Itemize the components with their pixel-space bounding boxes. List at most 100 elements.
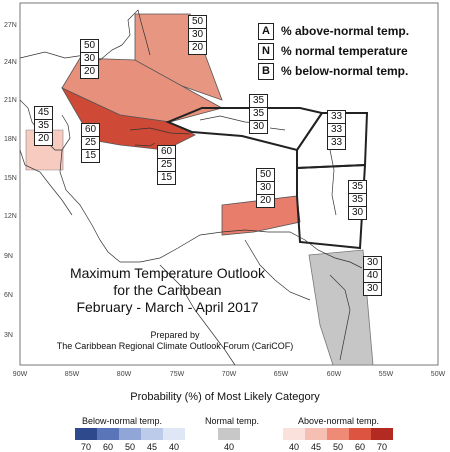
- map-legend: A % above-normal temp. N % normal temper…: [258, 21, 409, 81]
- prob-box-gulf: 50 30 20: [80, 39, 99, 79]
- below-normal-swatch: [97, 428, 119, 440]
- above-normal-value: 50: [332, 442, 343, 452]
- legend-text: % below-normal temp.: [281, 64, 409, 78]
- above-normal-value: 45: [310, 442, 321, 452]
- longitude-tick-label: 50W: [431, 371, 446, 378]
- prob-above: 60: [82, 124, 99, 137]
- longitude-tick-label: 55W: [379, 371, 394, 378]
- prob-normal: 40: [364, 270, 381, 283]
- prob-normal: 35: [250, 108, 267, 121]
- latitude-tick-label: 12N: [4, 213, 17, 220]
- legend-row-above: A % above-normal temp.: [258, 21, 409, 41]
- longitude-tick-label: 80W: [117, 371, 132, 378]
- prob-box-colombia: 50 30 20: [256, 168, 275, 208]
- title-line-1: Maximum Temperature Outlook: [69, 265, 266, 281]
- above-normal-value: 40: [288, 442, 299, 452]
- below-normal-value: 45: [146, 442, 157, 452]
- prob-below: 30: [366, 283, 379, 294]
- colombia-region: [221, 195, 301, 236]
- prob-box-yucatan: 45 35 20: [34, 106, 53, 146]
- guianas-region: [308, 249, 374, 366]
- latitude-tick-label: 6N: [4, 292, 13, 299]
- prob-above: 35: [349, 181, 366, 194]
- latitude-tick-label: 15N: [4, 175, 17, 182]
- legend-row-below: B % below-normal temp.: [258, 61, 409, 81]
- prob-above: 50: [81, 40, 98, 53]
- florida-region: [134, 13, 223, 101]
- longitude-tick-label: 75W: [170, 371, 185, 378]
- legend-row-normal: N % normal temperature: [258, 41, 409, 61]
- prob-normal: 30: [189, 29, 206, 42]
- title-line-3: February - March - April 2017: [76, 299, 259, 315]
- prob-normal: 30: [81, 53, 98, 66]
- prob-normal: 25: [158, 159, 175, 172]
- longitude-tick-label: 90W: [13, 371, 28, 378]
- legend-letter: N: [258, 42, 274, 60]
- above-normal-swatch: [349, 428, 371, 440]
- prepared-line-2: The Caribbean Regional Climate Outlook F…: [56, 341, 294, 351]
- prob-above: 30: [364, 257, 381, 270]
- above-normal-value: 70: [376, 442, 387, 452]
- prob-box-jamaica: 60 25 15: [157, 145, 176, 185]
- prob-above: 50: [189, 16, 206, 29]
- legend-letter: A: [258, 22, 274, 40]
- above-normal-swatch: [283, 428, 305, 440]
- prob-box-hispaniola: 35 35 30: [249, 94, 268, 134]
- prob-box-cuba: 60 25 15: [81, 123, 100, 163]
- prob-above: 60: [158, 146, 175, 159]
- prob-above: 33: [328, 111, 345, 124]
- above-normal-value: 60: [354, 442, 365, 452]
- latitude-tick-label: 9N: [4, 253, 13, 260]
- prob-below: 20: [259, 195, 272, 206]
- below-normal-value: 60: [102, 442, 113, 452]
- prob-below: 30: [351, 207, 364, 218]
- above-normal-swatch: [371, 428, 393, 440]
- below-normal-value: 40: [168, 442, 179, 452]
- windwards-outline: [296, 163, 367, 250]
- prob-below: 15: [84, 150, 97, 161]
- prob-normal: 35: [349, 194, 366, 207]
- title-line-2: for the Caribbean: [113, 282, 222, 298]
- longitude-tick-label: 85W: [65, 371, 80, 378]
- legend-text: % above-normal temp.: [281, 24, 410, 38]
- prob-below: 20: [37, 133, 50, 144]
- prob-box-windwards: 35 35 30: [348, 180, 367, 220]
- below-normal-swatch: [119, 428, 141, 440]
- below-normal-label: Below-normal temp.: [82, 416, 163, 426]
- latitude-tick-label: 3N: [4, 332, 13, 339]
- normal-label: Normal temp.: [205, 416, 260, 426]
- latitude-tick-label: 21N: [4, 97, 17, 104]
- map-title: Maximum Temperature Outlook for the Cari…: [40, 265, 295, 316]
- latitude-tick-label: 24N: [4, 59, 17, 66]
- legend-letter: B: [258, 62, 274, 80]
- below-normal-swatch: [163, 428, 185, 440]
- normal-swatch: [218, 428, 240, 440]
- prepared-by: Prepared by The Caribbean Regional Clima…: [30, 330, 320, 352]
- prob-normal: 30: [257, 182, 274, 195]
- prob-below: 33: [330, 137, 343, 148]
- prob-box-florida: 50 30 20: [188, 15, 207, 55]
- legend-text: % normal temperature: [281, 44, 408, 58]
- longitude-tick-label: 60W: [327, 371, 342, 378]
- colorbar-title: Probability (%) of Most Likely Category: [130, 391, 320, 403]
- below-normal-swatch: [75, 428, 97, 440]
- longitude-tick-label: 70W: [222, 371, 237, 378]
- prob-below: 20: [191, 42, 204, 53]
- latitude-tick-label: 18N: [4, 136, 17, 143]
- prob-normal: 25: [82, 137, 99, 150]
- longitude-ticks: 90W 85W 80W 75W 70W 65W 60W 55W 50W: [13, 371, 446, 378]
- prepared-line-1: Prepared by: [150, 330, 200, 340]
- prob-normal: 33: [328, 124, 345, 137]
- normal-value: 40: [223, 442, 234, 452]
- prob-below: 20: [83, 66, 96, 77]
- below-normal-swatch: [141, 428, 163, 440]
- above-normal-swatch: [305, 428, 327, 440]
- longitude-tick-label: 65W: [274, 371, 289, 378]
- prob-above: 45: [35, 107, 52, 120]
- prob-normal: 35: [35, 120, 52, 133]
- prob-below: 15: [160, 172, 173, 183]
- prob-above: 35: [250, 95, 267, 108]
- prob-box-leewards: 33 33 33: [327, 110, 346, 150]
- latitude-tick-label: 27N: [4, 22, 17, 29]
